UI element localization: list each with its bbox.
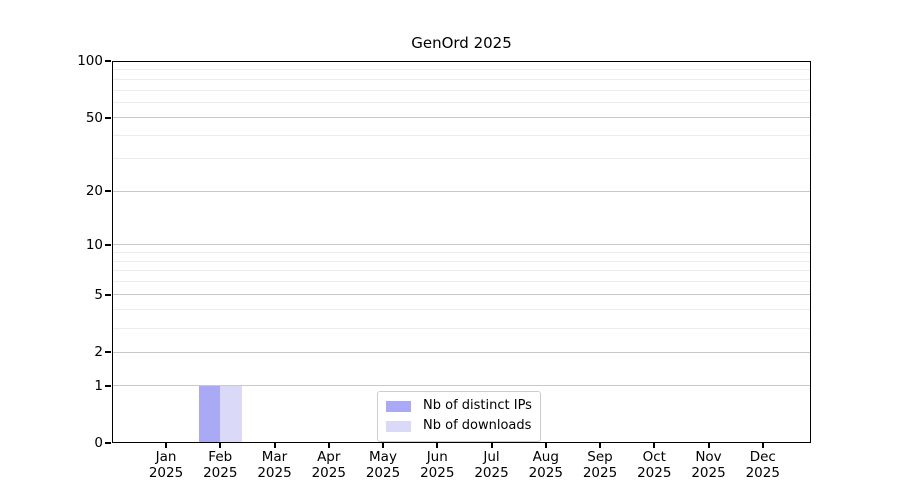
legend-entry: Nb of distinct IPs — [386, 396, 532, 416]
x-tick-label: Oct 2025 — [627, 449, 681, 481]
x-tick-label-line: Mar — [261, 449, 288, 465]
x-tick-label: Mar 2025 — [248, 449, 302, 481]
y-tick-label: 100 — [77, 53, 103, 69]
x-tick-mark — [327, 443, 330, 448]
x-tick-label-line: Apr — [317, 449, 341, 465]
x-tick-label-line: Oct — [642, 449, 666, 465]
x-tick-mark — [490, 443, 493, 448]
x-tick-label: May 2025 — [356, 449, 410, 481]
chart-title: GenOrd 2025 — [411, 34, 512, 52]
major-gridline — [112, 244, 811, 246]
x-tick-label-line: Feb — [208, 449, 233, 465]
major-gridline — [112, 351, 811, 353]
x-tick-label-line: Jan — [155, 449, 177, 465]
x-tick-label-line: 2025 — [528, 465, 563, 481]
y-tick-label: 50 — [85, 109, 103, 126]
y-tick-label: 5 — [94, 286, 103, 303]
legend-entry: Nb of downloads — [386, 416, 532, 436]
x-tick-label: Jan 2025 — [139, 449, 193, 481]
x-tick-label-line: 2025 — [311, 465, 346, 481]
legend: Nb of distinct IPs Nb of downloads — [377, 391, 541, 442]
y-tick-mark — [105, 60, 111, 62]
minor-gridline — [112, 260, 811, 262]
plot-area — [112, 60, 811, 443]
x-tick-label-line: 2025 — [257, 465, 292, 481]
x-tick-label-line: May — [369, 449, 397, 465]
y-tick-mark — [105, 190, 111, 192]
x-tick-label-line: 2025 — [474, 465, 509, 481]
minor-gridline — [112, 158, 811, 160]
x-tick-label-line: 2025 — [420, 465, 455, 481]
legend-label: Nb of distinct IPs — [423, 398, 532, 413]
x-tick-label-line: 2025 — [365, 465, 401, 481]
y-tick-label: 2 — [94, 344, 103, 361]
x-tick-label: Nov 2025 — [682, 449, 736, 481]
x-tick-label-line: 2025 — [745, 465, 780, 481]
major-gridline — [112, 190, 811, 192]
x-tick-mark — [599, 443, 601, 448]
minor-gridline — [112, 102, 811, 104]
minor-gridline — [112, 89, 811, 91]
x-tick-label: Jun 2025 — [410, 449, 464, 481]
minor-gridline — [112, 270, 811, 272]
x-tick-mark — [761, 443, 764, 448]
x-tick-label-line: Aug — [532, 449, 559, 465]
x-tick-mark — [382, 443, 384, 448]
x-tick-label: Dec 2025 — [736, 449, 790, 481]
x-tick-label-line: Sep — [587, 449, 613, 465]
minor-gridline — [112, 309, 811, 311]
minor-gridline — [112, 78, 811, 80]
minor-gridline — [112, 69, 811, 71]
y-tick-label: 0 — [94, 435, 103, 451]
minor-gridline — [112, 327, 811, 329]
legend-swatch — [386, 400, 411, 412]
x-tick-label-line: Dec — [749, 449, 776, 465]
x-tick-label: Jul 2025 — [465, 449, 519, 481]
x-tick-mark — [653, 443, 656, 448]
legend-label: Nb of downloads — [423, 418, 532, 433]
bar-nb-of-distinct-ips — [198, 385, 221, 443]
major-gridline — [112, 294, 811, 296]
x-tick-label: Apr 2025 — [302, 449, 356, 481]
legend-swatch — [386, 420, 411, 432]
major-gridline — [112, 60, 811, 62]
x-tick-label-line: Nov — [695, 449, 722, 465]
x-tick-label-line: 2025 — [148, 465, 184, 481]
x-tick-label-line: 2025 — [691, 465, 726, 481]
x-tick-mark — [436, 443, 439, 448]
x-tick-mark — [219, 443, 222, 448]
bar-nb-of-downloads — [220, 385, 242, 443]
y-tick-label: 1 — [94, 377, 103, 394]
y-tick-mark — [105, 442, 111, 444]
minor-gridline — [112, 251, 811, 253]
x-tick-mark — [544, 443, 547, 448]
x-tick-mark — [165, 443, 167, 448]
x-tick-label: Sep 2025 — [573, 449, 627, 481]
x-tick-label-line: Jun — [426, 449, 448, 465]
major-gridline — [112, 385, 811, 387]
minor-gridline — [112, 135, 811, 137]
x-tick-mark — [273, 443, 276, 448]
x-tick-label-line: 2025 — [203, 465, 238, 481]
x-tick-label: Aug 2025 — [519, 449, 573, 481]
minor-gridline — [112, 281, 811, 283]
y-tick-mark — [105, 384, 111, 387]
y-tick-mark — [105, 243, 111, 246]
x-tick-label-line: 2025 — [637, 465, 672, 481]
x-tick-label-line: Jul — [483, 449, 500, 465]
x-tick-label: Feb 2025 — [193, 449, 247, 481]
y-tick-label: 10 — [85, 236, 103, 253]
x-tick-label-line: 2025 — [582, 465, 618, 481]
y-tick-label: 20 — [85, 183, 103, 199]
y-tick-mark — [105, 116, 111, 119]
x-tick-mark — [707, 443, 710, 448]
y-tick-mark — [105, 293, 111, 296]
y-tick-mark — [105, 351, 111, 354]
major-gridline — [112, 117, 811, 119]
